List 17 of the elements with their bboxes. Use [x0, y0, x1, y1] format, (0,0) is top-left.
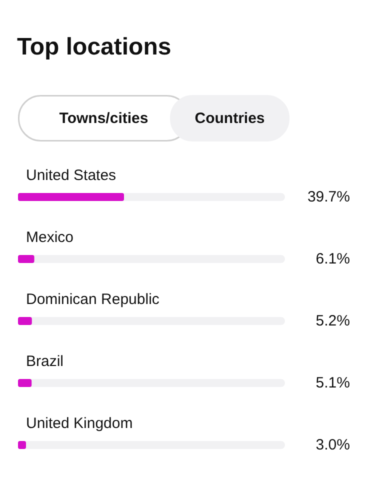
data-label: 3.0% [316, 436, 350, 454]
y-tick-label: United States [26, 167, 116, 184]
data-label: 5.1% [316, 374, 350, 392]
bar [18, 441, 26, 449]
y-tick-label: United Kingdom [26, 415, 133, 432]
bar [18, 379, 32, 387]
chart-title: Top locations [17, 34, 172, 60]
data-label: 5.2% [316, 312, 350, 330]
text: Countries [194, 110, 265, 127]
bar [18, 317, 32, 325]
bar [18, 255, 34, 263]
data-label: 39.7% [307, 188, 350, 206]
text: Towns/cities [59, 110, 148, 127]
y-tick-label: Dominican Republic [26, 291, 160, 308]
y-tick-label: Mexico [26, 229, 74, 246]
y-tick-label: Brazil [26, 353, 64, 370]
data-label: 6.1% [316, 250, 350, 268]
